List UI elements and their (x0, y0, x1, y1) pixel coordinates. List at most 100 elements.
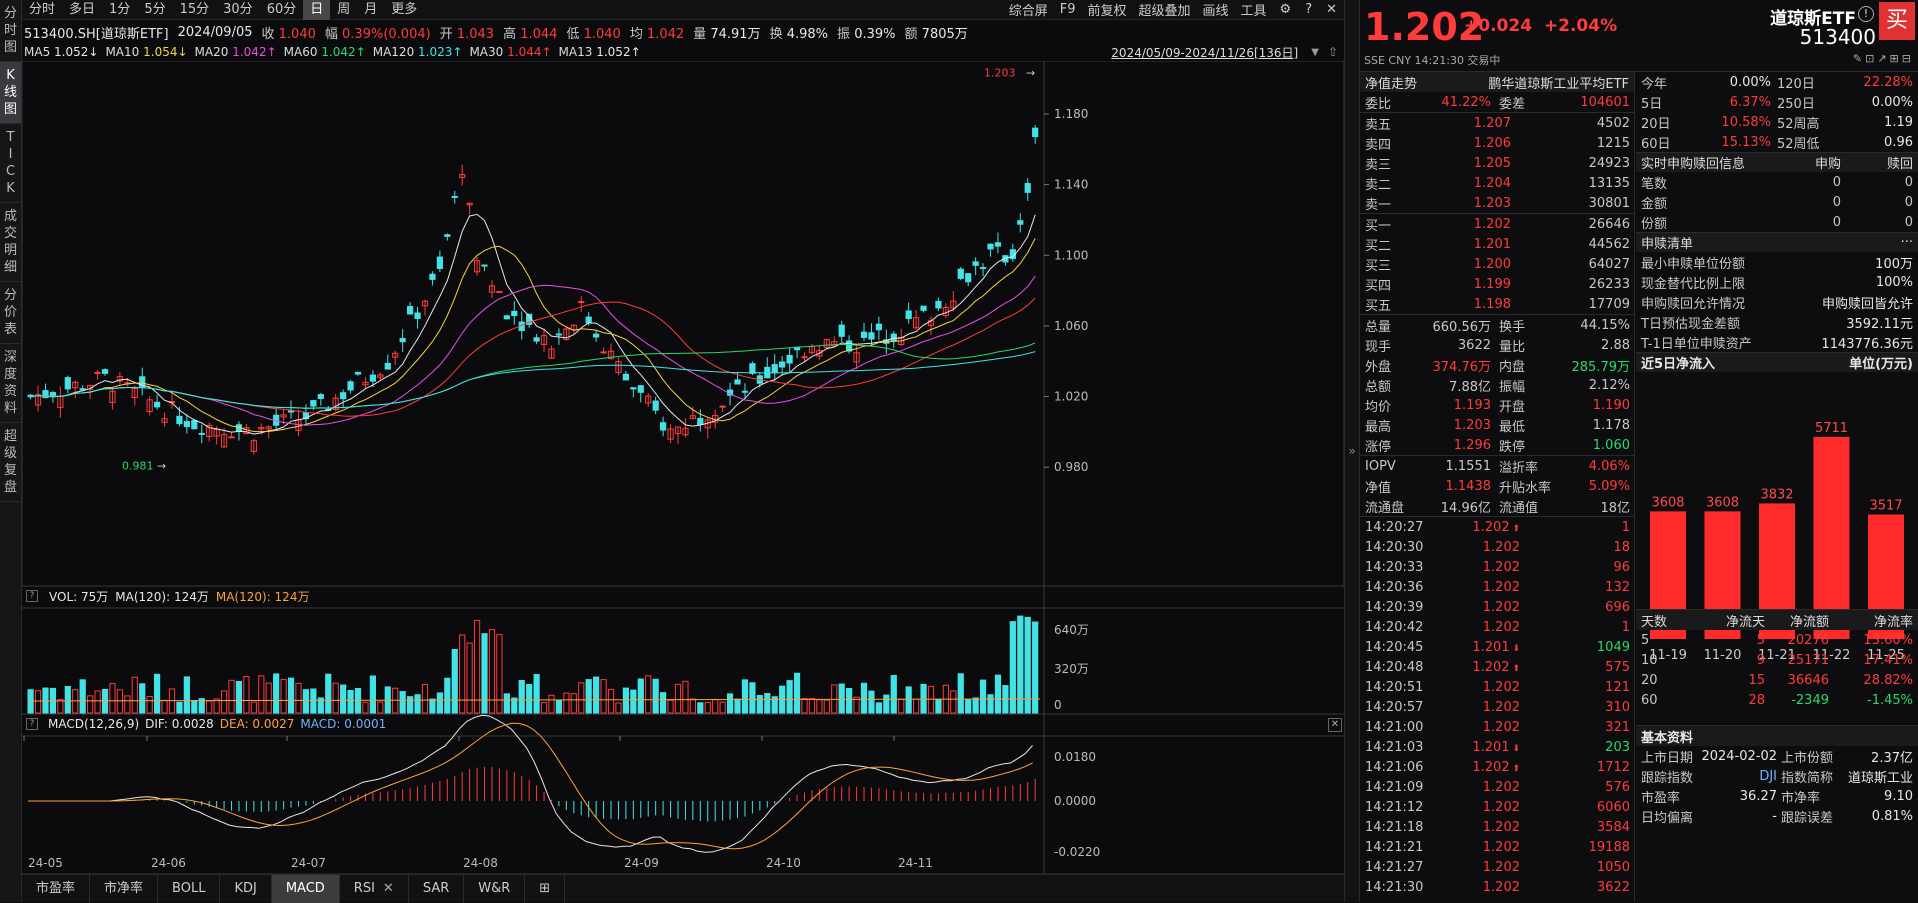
view-tab-0[interactable]: 分时图 (0, 0, 21, 62)
volume-bar (206, 700, 213, 714)
view-tab-char: 资 (3, 384, 17, 399)
ask-row[interactable]: 卖五 1.207 4502 (1360, 113, 1634, 133)
netflow-value: 17.41% (1863, 652, 1913, 668)
toolbar-item[interactable]: 综合屏 (1008, 4, 1048, 19)
volume-bar (273, 673, 280, 714)
candle-body (994, 242, 1002, 247)
candle-body (94, 371, 101, 374)
basic-value: 2.37亿 (1871, 750, 1913, 766)
toolbar-item[interactable]: 前复权 (1087, 4, 1127, 19)
date-range-link[interactable]: 2024/05/09-2024/11/26[136日] (1111, 45, 1299, 60)
indicator-tab[interactable]: SAR (409, 874, 465, 903)
redeem-label: 份额 (1641, 216, 1668, 232)
indicator-tab[interactable]: W&R (464, 874, 526, 903)
nav-row[interactable]: 净值走势 鹏华道琼斯工业平均ETF (1360, 72, 1634, 92)
stats-block: 总量 660.56万 换手 44.15% 现手 3622 量比 2.88 外盘 374.76万 内盘… (1360, 314, 1634, 455)
view-tab-char: I (8, 147, 13, 162)
candle-body (1032, 127, 1039, 138)
period-tab[interactable]: 更多 (391, 1, 418, 17)
period-tab[interactable]: 月 (364, 1, 378, 17)
bid-row[interactable]: 买五 1.198 17709 (1360, 294, 1634, 314)
ma-line-10 (30, 238, 1036, 433)
view-tab-6[interactable]: 超级复盘 (0, 423, 21, 502)
view-tab-4[interactable]: 分价表 (0, 282, 21, 344)
indicator-tab[interactable]: MACD (271, 874, 340, 903)
period-tab[interactable]: 分时 (29, 1, 56, 17)
vol-label: 量 (693, 26, 707, 42)
info-icon[interactable]: ! (1858, 6, 1874, 22)
indicator-tab[interactable]: 市净率 (90, 874, 159, 903)
candle-body (466, 202, 473, 206)
ask-row[interactable]: 卖三 1.205 24923 (1360, 153, 1634, 173)
buy-button[interactable]: 买 (1879, 2, 1915, 40)
candle-body (630, 387, 637, 390)
toolbar-item[interactable]: 工具 (1240, 4, 1267, 19)
range-up-icon[interactable]: ⇧ (1327, 45, 1338, 59)
candle-body (206, 424, 213, 437)
volume-bar (920, 683, 927, 714)
volume-bar (793, 672, 801, 714)
level-label: 卖二 (1365, 177, 1392, 193)
perf-row: 5日 6.37% 250日 0.00% (1636, 92, 1918, 112)
candle-body (734, 379, 741, 385)
netflow-value: 28 (1748, 692, 1765, 708)
add-tab-icon[interactable]: ⊞ (525, 874, 566, 903)
indicator-tab[interactable]: KDJ (220, 874, 272, 903)
range-dropdown-icon[interactable]: ▼ (1311, 46, 1319, 58)
period-tab[interactable]: 多日 (69, 1, 96, 17)
ask-row[interactable]: 卖四 1.206 1215 (1360, 133, 1634, 153)
close-icon[interactable]: ✕ (1326, 1, 1337, 17)
view-tab-3[interactable]: 成交明细 (0, 203, 21, 282)
volume-bar (1009, 621, 1016, 714)
panel-tool-icons[interactable]: ✎⊡↗⊞⊟ (1852, 52, 1914, 65)
list-value: 100% (1875, 274, 1913, 290)
help-icon[interactable]: ? (26, 590, 38, 602)
indicator-tab[interactable]: BOLL (158, 874, 221, 903)
indicator-tab[interactable]: 市盈率 (22, 874, 91, 903)
view-tab-char: 料 (3, 401, 17, 416)
volume-bar (183, 676, 190, 714)
candle-body (444, 234, 451, 237)
level-price: 1.200 (1473, 256, 1511, 272)
flow-category: 11-19 (1649, 648, 1687, 663)
ask-row[interactable]: 卖二 1.204 13135 (1360, 173, 1634, 193)
bid-row[interactable]: 买二 1.201 44562 (1360, 234, 1634, 254)
volume-ma-line (27, 698, 1041, 702)
ask-row[interactable]: 卖一 1.203 30801 (1360, 193, 1634, 213)
bid-row[interactable]: 买一 1.202 26646 (1360, 214, 1634, 234)
bid-row[interactable]: 买三 1.200 64027 (1360, 254, 1634, 274)
candle-body (875, 323, 883, 331)
list-title: 申赎清单 (1641, 237, 1694, 252)
period-tab[interactable]: 30分 (223, 1, 253, 17)
toolbar-item[interactable]: F9 (1059, 2, 1076, 17)
close-indicator-icon[interactable]: ✕ (1328, 718, 1342, 732)
period-tab[interactable]: 15分 (179, 1, 210, 17)
tick-time: 14:20:33 (1365, 559, 1424, 575)
volume-bar (421, 683, 429, 714)
toolbar-item[interactable]: 超级叠加 (1138, 4, 1191, 19)
period-tab[interactable]: 5分 (144, 1, 166, 17)
settings-icon[interactable]: ⚙ (1279, 1, 1292, 17)
help-icon[interactable]: ? (26, 718, 38, 730)
period-tab[interactable]: 日 (303, 0, 331, 20)
basic-row: 日均偏离 - 跟踪误差 0.81% (1636, 806, 1918, 826)
period-tab[interactable]: 60分 (266, 1, 297, 17)
tick-volume: 18 (1613, 539, 1630, 555)
view-tab-5[interactable]: 深度资料 (0, 344, 21, 423)
collapse-panel-icon[interactable]: » (1344, 0, 1360, 902)
ma-line-120 (30, 351, 1036, 409)
bid-row[interactable]: 买四 1.199 26233 (1360, 274, 1634, 294)
period-tab[interactable]: 周 (337, 1, 351, 17)
tick-price: 1.201 ⬇ (1445, 740, 1520, 755)
toolbar-item[interactable]: 画线 (1202, 4, 1229, 19)
netflow-value: -2349 (1791, 692, 1829, 708)
list-more-icon[interactable]: ··· (1900, 235, 1913, 250)
level-volume: 13135 (1588, 175, 1630, 191)
close-icon[interactable]: ✕ (382, 880, 394, 896)
period-tab[interactable]: 1分 (109, 1, 131, 17)
help-icon[interactable]: ? (1305, 1, 1313, 17)
indicator-tab[interactable]: RSI ✕ (340, 874, 409, 903)
